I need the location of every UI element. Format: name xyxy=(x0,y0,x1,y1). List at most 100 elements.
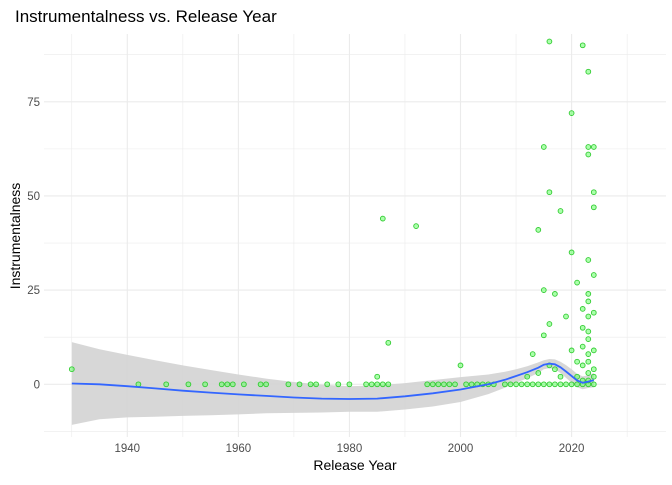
data-point xyxy=(324,381,331,388)
data-point xyxy=(379,215,386,222)
data-point xyxy=(552,381,558,388)
data-point xyxy=(374,381,381,388)
data-point xyxy=(590,189,597,196)
data-point xyxy=(585,313,592,320)
data-point xyxy=(507,381,514,388)
x-tick-label: 1940 xyxy=(115,443,141,455)
data-point xyxy=(368,381,375,388)
data-point xyxy=(513,381,519,388)
data-point xyxy=(585,151,592,158)
chart-title: Instrumentalness vs. Release Year xyxy=(15,7,277,26)
data-point xyxy=(585,336,592,342)
y-tick-label: 0 xyxy=(34,379,40,391)
data-point xyxy=(524,381,531,388)
data-point xyxy=(529,351,536,357)
data-point xyxy=(435,381,442,388)
data-point xyxy=(585,328,592,335)
data-point xyxy=(563,381,569,388)
data-point xyxy=(229,381,236,388)
x-tick-label: 1960 xyxy=(226,443,252,455)
data-point xyxy=(218,381,225,388)
data-point xyxy=(502,381,508,388)
data-point xyxy=(568,110,575,116)
data-point xyxy=(585,351,592,357)
data-point xyxy=(385,381,392,388)
data-point xyxy=(590,272,597,278)
data-point xyxy=(557,373,564,380)
data-point xyxy=(135,381,142,388)
data-point xyxy=(535,370,542,376)
points-layer xyxy=(68,38,597,388)
data-point xyxy=(224,381,231,388)
data-point xyxy=(568,249,575,256)
data-point xyxy=(429,381,436,388)
data-point xyxy=(346,381,353,388)
data-point xyxy=(446,381,453,388)
data-point xyxy=(585,144,592,150)
data-point xyxy=(574,279,580,286)
confidence-band xyxy=(71,342,594,425)
data-point xyxy=(540,332,547,339)
data-point xyxy=(546,321,553,327)
data-point xyxy=(585,370,592,376)
data-point xyxy=(535,227,542,233)
x-tick-label: 2020 xyxy=(559,443,585,455)
data-point xyxy=(579,343,586,350)
data-point xyxy=(546,189,553,196)
data-point xyxy=(590,373,597,380)
x-axis-label: Release Year xyxy=(313,457,397,473)
data-point xyxy=(468,381,475,388)
smooth-trend-line xyxy=(71,362,595,400)
data-point xyxy=(379,381,386,388)
data-point xyxy=(529,381,536,388)
data-point xyxy=(585,358,592,365)
data-point xyxy=(574,381,580,388)
data-point xyxy=(307,381,314,388)
data-point xyxy=(585,68,592,75)
data-point xyxy=(413,223,419,229)
data-point xyxy=(540,287,547,293)
data-point xyxy=(585,298,592,305)
y-tick-label: 50 xyxy=(27,191,40,203)
data-point xyxy=(374,373,381,380)
data-point xyxy=(590,309,597,316)
data-point xyxy=(385,339,392,346)
x-tick-label: 2000 xyxy=(448,443,474,455)
data-point xyxy=(185,381,192,388)
data-point xyxy=(518,381,525,388)
data-point xyxy=(535,381,542,388)
data-point xyxy=(313,381,319,388)
data-point xyxy=(557,381,564,388)
data-point xyxy=(552,366,558,373)
data-point xyxy=(590,144,597,150)
data-point xyxy=(540,144,547,150)
data-point xyxy=(574,358,580,365)
data-point xyxy=(552,291,558,297)
data-point xyxy=(68,366,75,373)
data-point xyxy=(540,381,547,388)
data-point xyxy=(579,42,586,49)
data-point xyxy=(579,306,586,312)
data-point xyxy=(463,381,469,388)
data-point xyxy=(590,347,597,354)
data-point xyxy=(563,313,569,320)
y-tick-label: 75 xyxy=(27,97,40,109)
data-point xyxy=(335,381,342,388)
data-point xyxy=(524,373,531,380)
data-point xyxy=(585,291,592,297)
smooth-line-layer xyxy=(71,362,595,400)
data-point xyxy=(557,208,564,214)
data-point xyxy=(546,381,553,388)
data-point xyxy=(579,324,586,331)
x-tick-label: 1980 xyxy=(337,443,363,455)
data-point xyxy=(568,347,575,354)
grid-minor xyxy=(44,34,666,437)
data-point xyxy=(590,366,597,373)
data-point xyxy=(202,381,208,388)
x-tick-labels: 1940 1960 1980 2000 2020 xyxy=(115,443,585,455)
data-point xyxy=(457,362,464,369)
data-point xyxy=(546,38,553,45)
y-tick-label: 25 xyxy=(27,285,40,297)
data-point xyxy=(590,381,597,388)
